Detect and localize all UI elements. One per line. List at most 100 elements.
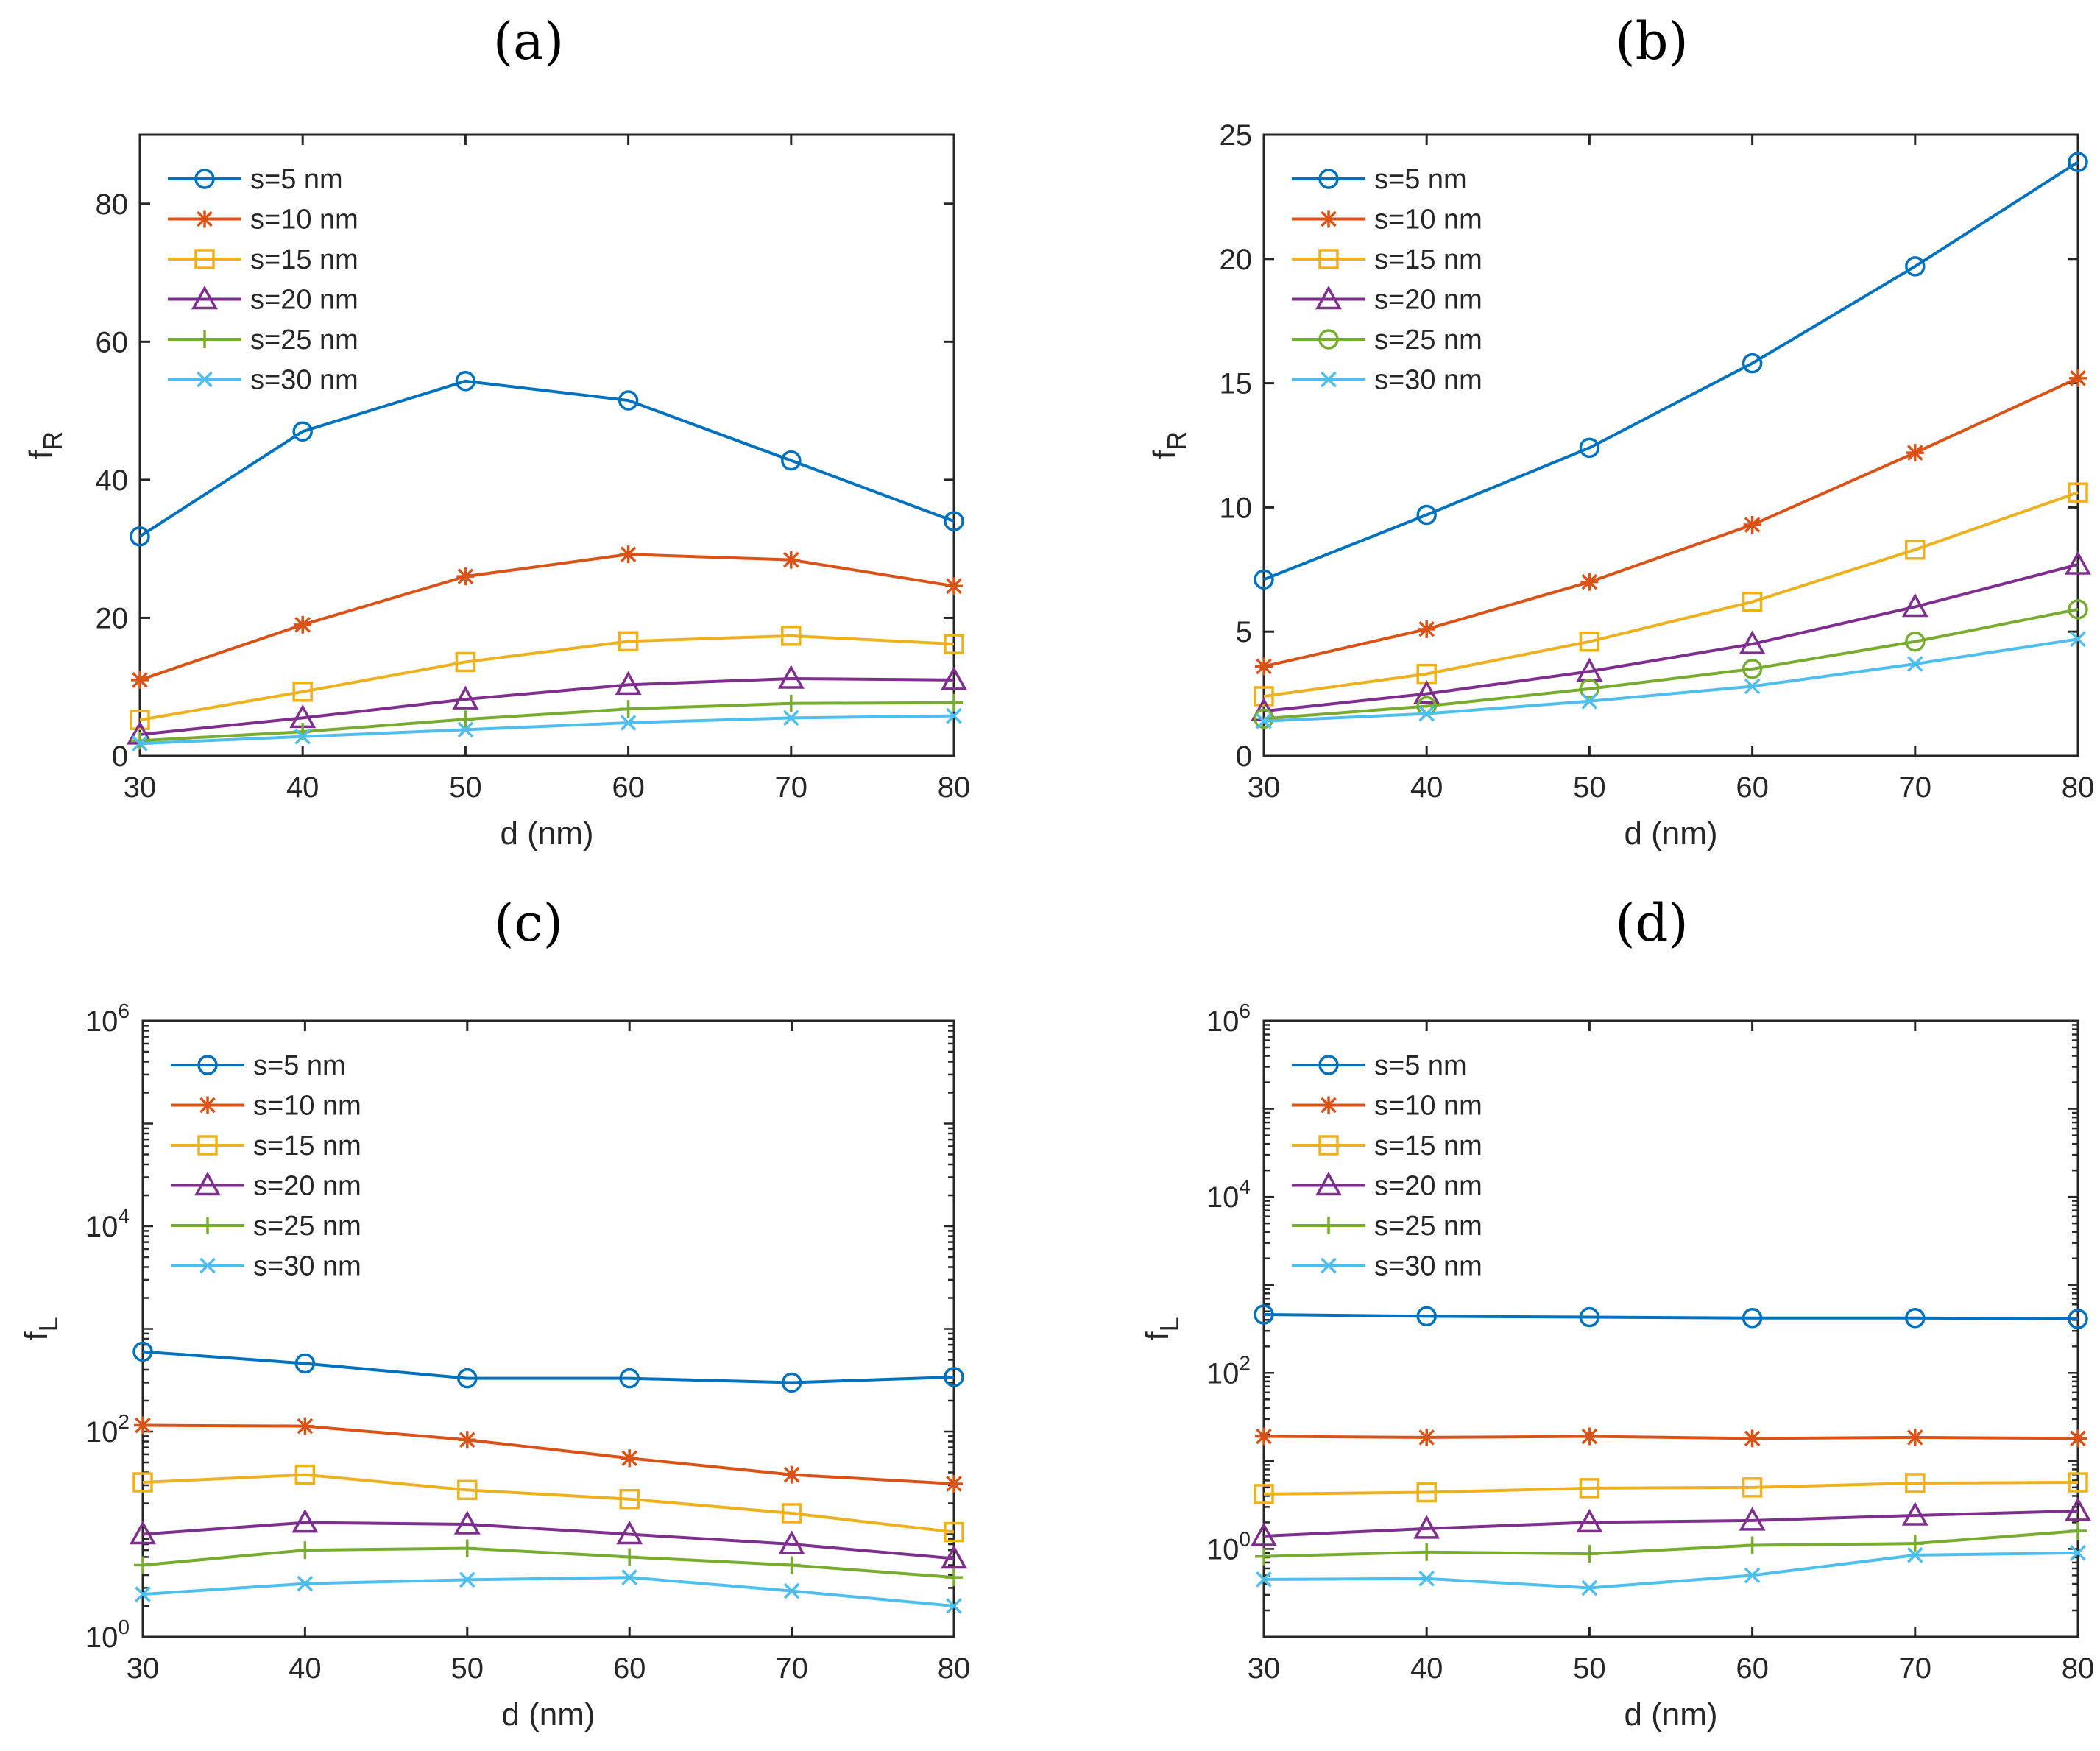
- legend-marker: [1318, 329, 1339, 350]
- series-4: [1254, 599, 2088, 729]
- y-tick-label: 104: [1206, 1175, 1251, 1214]
- data-point: [1416, 1306, 1437, 1327]
- data-point: [296, 1541, 314, 1560]
- data-point: [944, 1367, 964, 1387]
- data-point: [1254, 708, 1274, 729]
- series-3: [127, 665, 967, 745]
- data-point: [1739, 630, 1766, 654]
- data-point: [131, 732, 149, 750]
- data-point: [781, 626, 802, 646]
- series-4: [134, 1539, 963, 1587]
- y-tick-label: 0: [1236, 740, 1252, 773]
- legend-label: s=5 nm: [253, 1050, 346, 1081]
- y-tick-label: 106: [85, 1000, 130, 1038]
- x-tick-label: 60: [613, 1652, 646, 1685]
- y-tick-label: 100: [85, 1616, 130, 1654]
- data-point: [1254, 686, 1274, 707]
- legend-label: s=15 nm: [1374, 244, 1482, 275]
- legend-label: s=10 nm: [1374, 1091, 1482, 1122]
- data-point: [944, 511, 964, 531]
- data-point: [1581, 693, 1598, 710]
- legend-marker: [1318, 1135, 1339, 1156]
- data-point: [291, 1509, 319, 1533]
- x-tick-label: 80: [2062, 1652, 2095, 1685]
- y-tick-label: 15: [1220, 368, 1253, 400]
- data-point: [1906, 444, 1924, 462]
- data-point: [1255, 657, 1273, 676]
- series-4: [1255, 1522, 2087, 1566]
- x-tick-label: 60: [1736, 1652, 1769, 1685]
- legend-marker: [194, 169, 215, 189]
- data-point: [945, 1568, 963, 1587]
- data-point: [1418, 1543, 1436, 1561]
- data-point: [1580, 1545, 1599, 1563]
- data-point: [457, 1479, 478, 1501]
- data-point: [134, 1556, 152, 1574]
- series-line: [138, 379, 955, 538]
- legend: s=5 nm s=10 nm s=15 nm s=20 nm s=25 nm s=30 n…: [171, 1050, 361, 1282]
- data-point: [455, 371, 476, 392]
- legend-marker: [199, 1257, 216, 1274]
- legend-label: s=15 nm: [253, 1131, 361, 1161]
- x-tick-label: 50: [451, 1652, 484, 1685]
- series-2: [1254, 1472, 2088, 1504]
- data-point: [1579, 1478, 1600, 1499]
- legend-label: s=30 nm: [250, 365, 358, 396]
- data-point: [1906, 1535, 1924, 1553]
- data-point: [619, 1368, 640, 1389]
- x-tick-label: 40: [286, 771, 319, 804]
- data-point: [1418, 705, 1435, 722]
- y-tick-label: 10: [1220, 492, 1253, 524]
- data-point: [457, 1368, 478, 1389]
- x-tick-label: 70: [775, 771, 808, 804]
- legend-marker: [196, 210, 213, 228]
- series-line: [1263, 1509, 2079, 1538]
- legend-marker: [1321, 371, 1337, 388]
- data-point: [131, 671, 149, 689]
- legend-marker: [1315, 1171, 1342, 1196]
- data-point: [2070, 631, 2086, 648]
- series-line: [1263, 491, 2079, 698]
- series-line: [139, 634, 955, 722]
- data-point: [941, 666, 967, 690]
- data-point: [1905, 1473, 1926, 1493]
- series-0: [1254, 152, 2088, 590]
- data-point: [781, 1503, 802, 1524]
- series-line: [1263, 1529, 2079, 1558]
- legend-label: s=25 nm: [1374, 1211, 1482, 1242]
- data-point: [946, 707, 962, 724]
- legend-label: s=25 nm: [1374, 325, 1482, 355]
- legend-label: s=10 nm: [250, 205, 358, 236]
- x-tick-label: 50: [449, 771, 482, 804]
- x-tick-label: 30: [127, 1652, 160, 1685]
- data-point: [1418, 1570, 1435, 1587]
- data-point: [2068, 152, 2088, 172]
- series-2: [130, 626, 964, 730]
- data-point: [1254, 1304, 1274, 1325]
- data-point: [1576, 1508, 1603, 1533]
- legend-label: s=5 nm: [1374, 1050, 1467, 1081]
- data-point: [1742, 591, 1763, 612]
- x-axis-label: d (nm): [1624, 816, 1717, 852]
- data-point: [1742, 1477, 1763, 1498]
- data-point: [1906, 1428, 1924, 1446]
- data-point: [2068, 599, 2088, 620]
- data-point: [457, 721, 474, 738]
- y-tick-label: 104: [85, 1205, 130, 1243]
- data-point: [1579, 631, 1600, 652]
- data-point: [782, 551, 800, 569]
- y-tick-label: 100: [1206, 1527, 1251, 1566]
- legend-marker: [199, 1096, 216, 1114]
- series-5: [132, 707, 962, 751]
- data-point: [456, 567, 475, 586]
- data-point: [945, 577, 963, 595]
- legend-label: s=20 nm: [253, 1171, 361, 1202]
- data-point: [1901, 1501, 1928, 1526]
- data-point: [1905, 256, 1926, 277]
- data-point: [618, 631, 639, 652]
- data-point: [2069, 369, 2087, 387]
- x-tick-label: 70: [1899, 771, 1932, 804]
- legend-marker: [1321, 1257, 1337, 1274]
- data-point: [1579, 679, 1600, 699]
- x-tick-label: 70: [1899, 1652, 1932, 1685]
